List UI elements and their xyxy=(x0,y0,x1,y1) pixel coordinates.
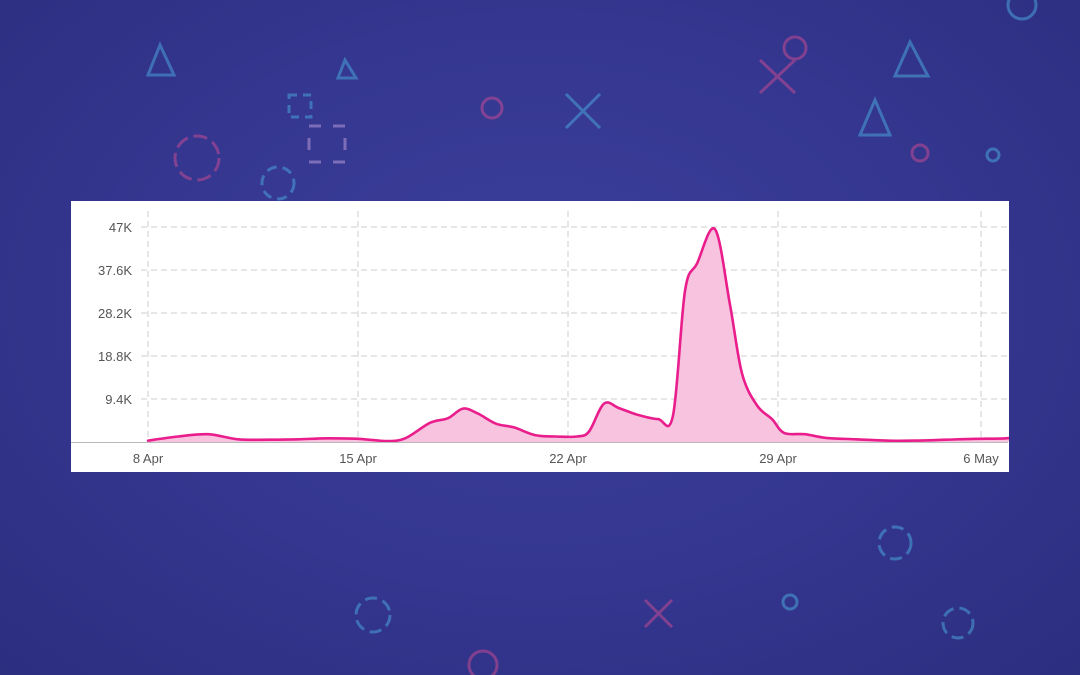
circle-icon xyxy=(480,96,504,120)
series-line xyxy=(146,227,1009,443)
circle-icon xyxy=(781,593,799,611)
y-tick-label: 37.6K xyxy=(98,263,132,278)
y-tick-label: 18.8K xyxy=(98,349,132,364)
grid xyxy=(141,211,1008,442)
chart-panel: 9.4K 18.8K 28.2K 37.6K 47K 8 Apr 15 Apr 22 Apr… xyxy=(71,201,1009,472)
triangle-icon xyxy=(335,56,359,80)
triangle-icon xyxy=(892,38,931,78)
cross-icon xyxy=(758,58,797,95)
x-tick-label: 8 Apr xyxy=(133,451,164,466)
circle-icon xyxy=(260,165,296,201)
triangle-icon xyxy=(857,96,893,137)
circle-icon xyxy=(173,134,221,182)
square-icon xyxy=(307,124,347,164)
square-icon xyxy=(287,93,313,119)
circle-icon xyxy=(1006,0,1038,21)
triangle-icon xyxy=(145,41,177,77)
circle-icon xyxy=(877,525,913,561)
y-tick-label: 28.2K xyxy=(98,306,132,321)
cross-icon xyxy=(643,598,674,629)
y-tick-label: 9.4K xyxy=(105,392,132,407)
circle-icon xyxy=(354,596,392,634)
circle-icon xyxy=(782,35,808,61)
circle-icon xyxy=(941,606,975,640)
x-tick-label: 29 Apr xyxy=(759,451,797,466)
circle-icon xyxy=(910,143,930,163)
x-tick-label: 6 May xyxy=(963,451,999,466)
y-axis-tick-labels: 9.4K 18.8K 28.2K 37.6K 47K xyxy=(98,220,132,407)
y-tick-label: 47K xyxy=(109,220,132,235)
series-area-fill xyxy=(148,228,1009,442)
cross-icon xyxy=(564,92,602,130)
x-axis-tick-labels: 8 Apr 15 Apr 22 Apr 29 Apr 6 May xyxy=(133,451,999,466)
x-tick-label: 22 Apr xyxy=(549,451,587,466)
traffic-area-chart: 9.4K 18.8K 28.2K 37.6K 47K 8 Apr 15 Apr 22 Apr… xyxy=(71,211,1009,466)
x-tick-label: 15 Apr xyxy=(339,451,377,466)
circle-icon xyxy=(985,147,1001,163)
series-area xyxy=(146,227,1009,443)
circle-icon xyxy=(467,649,499,675)
